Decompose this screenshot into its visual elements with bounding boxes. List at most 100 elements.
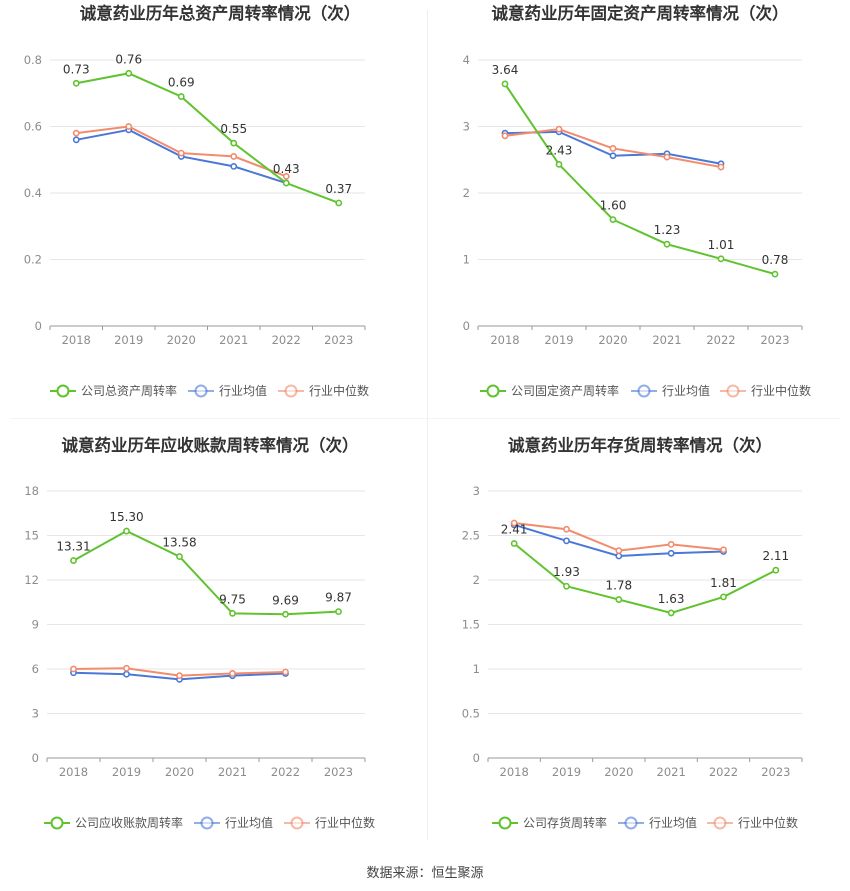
chart-group: 诚意药业历年应收账款周转率情况（次） 0 3 6 9 12 15 18 2018 2019 2020…	[24, 435, 375, 830]
y-tick-label: 15	[24, 529, 39, 543]
data-point-company	[663, 240, 671, 248]
chart-svg: 诚意药业历年总资产周转率情况（次） 0 0.2 0.4 0.6 0.8 2018 2019 20…	[24, 3, 369, 398]
data-label: 9.75	[219, 592, 246, 606]
chart-inventory-turnover: 诚意药业历年存货周转率情况（次） 0 0.5 1 1.5 2 2.5 3 2018 2019 202…	[425, 430, 850, 860]
y-tick-label: 1	[473, 662, 480, 676]
data-point-median	[555, 125, 563, 133]
data-point-median	[72, 129, 80, 137]
data-point-company	[335, 608, 342, 615]
vertical-divider	[427, 10, 428, 840]
horizontal-divider	[10, 418, 840, 419]
data-label: 0.37	[325, 182, 352, 196]
data-point-company	[282, 179, 290, 187]
data-point-company	[609, 216, 617, 223]
legend-label-avg: 行业均值	[662, 383, 710, 398]
data-point-company	[282, 610, 289, 618]
y-tick-label: 2	[473, 573, 480, 587]
data-point-company	[123, 527, 130, 535]
data-label: 1.78	[605, 579, 632, 593]
data-label: 0.73	[63, 62, 90, 76]
legend-label-company: 公司固定资产周转率	[511, 383, 619, 398]
legend-label-company: 公司存货周转率	[523, 815, 607, 830]
data-point-median	[717, 163, 725, 171]
y-tick-label: 6	[32, 662, 39, 676]
data-point-median	[230, 153, 238, 160]
data-point-company	[771, 270, 779, 278]
series-line-company	[504, 83, 776, 276]
data-label: 1.23	[654, 223, 681, 237]
y-tick-label: 0.5	[462, 707, 480, 721]
legend-marker-median	[726, 384, 740, 398]
y-tick-label: 4	[463, 53, 470, 67]
data-point-company	[335, 199, 343, 207]
y-tick-label: 0	[32, 751, 39, 765]
data-point-company	[555, 161, 563, 168]
data-point-company	[720, 593, 727, 601]
chart-title: 诚意药业历年总资产周转率情况（次）	[80, 3, 361, 23]
data-point-median	[282, 668, 289, 676]
x-tick-label: 2020	[604, 765, 633, 779]
data-point-company	[230, 139, 238, 147]
data-point-median	[615, 547, 623, 555]
y-tick-label: 1	[463, 253, 470, 267]
data-point-company	[563, 582, 570, 590]
x-tick-label: 2023	[324, 765, 353, 779]
data-label: 1.63	[658, 592, 685, 606]
data-label: 0.78	[762, 253, 789, 267]
data-point-avg	[230, 162, 238, 170]
series-line-company	[513, 542, 777, 614]
y-tick-label: 3	[32, 707, 39, 721]
data-point-median	[123, 664, 130, 672]
data-point-avg	[563, 537, 570, 545]
data-point-median	[501, 132, 509, 140]
data-point-avg	[123, 670, 130, 678]
y-tick-label: 0	[473, 751, 480, 765]
legend-marker-median	[713, 816, 727, 830]
data-point-median	[510, 519, 518, 527]
chart-group: 诚意药业历年总资产周转率情况（次） 0 0.2 0.4 0.6 0.8 2018 2019 20…	[24, 3, 369, 398]
data-point-avg	[615, 552, 623, 560]
y-tick-label: 9	[32, 618, 39, 632]
legend-marker-company	[486, 384, 500, 398]
data-point-company	[177, 93, 185, 100]
legend-label-median: 行业中位数	[751, 383, 811, 398]
legend-marker-avg	[624, 816, 638, 830]
y-tick-label: 0.6	[24, 120, 42, 134]
data-label: 2.11	[762, 549, 789, 563]
data-point-company	[717, 255, 725, 263]
x-tick-label: 2023	[760, 333, 789, 347]
x-tick-label: 2022	[709, 765, 738, 779]
x-tick-label: 2022	[706, 333, 735, 347]
x-tick-label: 2018	[62, 333, 91, 347]
data-point-median	[609, 145, 617, 152]
data-point-company	[772, 566, 780, 574]
x-tick-label: 2019	[544, 333, 573, 347]
data-point-company	[70, 557, 77, 564]
x-tick-label: 2020	[165, 765, 194, 779]
x-tick-label: 2020	[598, 333, 627, 347]
data-label: 1.01	[708, 238, 735, 252]
chart-group: 诚意药业历年固定资产周转率情况（次） 0 1 2 3 4 2018 2019 2020 2021 2…	[463, 3, 811, 398]
data-label: 3.64	[492, 63, 519, 77]
legend-label-avg: 行业均值	[225, 815, 273, 830]
data-point-median	[667, 541, 675, 548]
data-point-company	[510, 540, 518, 547]
data-point-median	[563, 525, 570, 533]
series-line-median	[514, 522, 724, 552]
x-tick-label: 2022	[271, 765, 300, 779]
data-point-median	[177, 149, 185, 157]
x-tick-label: 2019	[552, 765, 581, 779]
x-tick-label: 2018	[500, 765, 529, 779]
series-line-company	[76, 72, 340, 204]
chart-total-asset-turnover: 诚意药业历年总资产周转率情况（次） 0 0.2 0.4 0.6 0.8 2018 2019 20…	[0, 0, 425, 430]
chart-title: 诚意药业历年应收账款周转率情况（次）	[62, 435, 359, 455]
data-label: 1.93	[553, 565, 580, 579]
data-point-company	[72, 79, 80, 87]
data-label: 9.69	[272, 593, 299, 607]
x-tick-label: 2018	[490, 333, 519, 347]
legend-marker-company	[498, 816, 512, 830]
data-label: 2.41	[501, 523, 528, 537]
x-tick-label: 2023	[761, 765, 790, 779]
data-point-median	[176, 672, 183, 680]
legend-label-avg: 行业均值	[649, 815, 697, 830]
